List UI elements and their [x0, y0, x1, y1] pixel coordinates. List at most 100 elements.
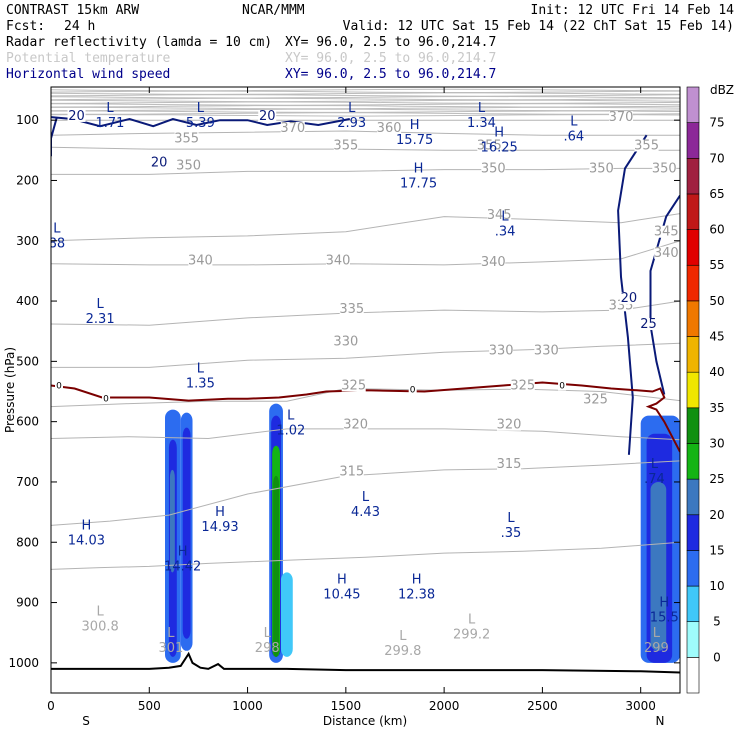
theta-label: 355 [634, 139, 659, 154]
field-wind-xy: XY= 96.0, 2.5 to 96.0,214.7 [285, 67, 496, 82]
x-tick-label: 500 [138, 699, 161, 713]
colorbar-swatch [686, 336, 700, 373]
wind-extremum-type: L [197, 362, 205, 377]
wind-extremum-value: .64 [564, 129, 585, 144]
freezing-level [51, 381, 680, 453]
theta-upper-line [51, 92, 680, 95]
wind-label: 20 [621, 291, 638, 306]
wind-extremum-type: L [501, 210, 509, 225]
x-tick-label: 0 [47, 699, 55, 713]
theta-extremum-type: L [264, 626, 272, 641]
wind-extremum-value: 10.45 [323, 588, 360, 603]
y-tick-label: 400 [16, 294, 39, 308]
theta-upper-line [51, 94, 680, 97]
theta-label: 350 [481, 161, 506, 176]
colorbar-units: dBZ [710, 83, 734, 97]
wind-extremum-type: L [287, 409, 295, 424]
colorbar-swatch [686, 371, 700, 409]
wind-extremum-value: 16.25 [481, 140, 518, 155]
plot-frame [50, 86, 681, 694]
theta-label: 325 [583, 392, 608, 407]
reflectivity-layer [165, 403, 680, 663]
theta-label: 370 [280, 121, 305, 136]
theta-contour-310 [51, 541, 680, 570]
theta-label-bg [481, 255, 506, 268]
theta-label-bg [341, 379, 366, 392]
theta-extremum-value: 301 [158, 641, 183, 656]
wind-extremum-type: H [410, 118, 420, 133]
wind-extremum-value: 2.93 [337, 116, 366, 131]
theta-extremum-value: 300.8 [82, 620, 119, 635]
x-tick-label: 2500 [527, 699, 558, 713]
theta-label-bg [174, 132, 199, 145]
theta-label: 370 [609, 110, 634, 125]
wind-extremum-value: 14.93 [201, 520, 238, 535]
wind-extremum-value: 5.39 [186, 116, 215, 131]
colorbar-label: 30 [709, 436, 724, 450]
freezing-label: 0 [103, 395, 109, 405]
wind-extremum-type: H [215, 505, 225, 520]
theta-label-bg [654, 225, 679, 238]
x-tick-label: 1500 [331, 699, 362, 713]
theta-extremum-value: 299.2 [453, 628, 490, 643]
freezing-level-line [51, 381, 680, 453]
wind-extremum-value: 1.34 [467, 116, 496, 131]
theta-contour-355 [51, 146, 680, 151]
theta-extremum-type: L [167, 626, 175, 641]
wind-extremum-value: 1.71 [95, 116, 124, 131]
theta-extremum-type: L [399, 629, 407, 644]
colorbar-label: 40 [709, 365, 724, 379]
theta-label-bg [176, 159, 201, 172]
wind-extremum-type: L [507, 511, 515, 526]
x-axis-end-south: S [82, 714, 90, 728]
field-theta-name: Potential temperature [6, 51, 171, 66]
theta-label-bg [188, 254, 213, 267]
wind-extremum-type: L [570, 114, 578, 129]
colorbar-label: 10 [709, 579, 724, 593]
wind-extremum-value: 4.43 [351, 505, 380, 520]
theta-label-bg [477, 139, 502, 152]
colorbar-swatch [686, 621, 700, 658]
wind-extremum-type: L [197, 101, 205, 116]
wind-extremum-value: 15.5 [650, 611, 679, 626]
theta-extremum-value: 299.8 [384, 644, 421, 659]
colorbar-swatch [686, 86, 700, 123]
theta-label: 330 [534, 344, 559, 359]
theta-contour-340 [51, 240, 680, 266]
theta-label: 320 [343, 418, 368, 433]
wind-extremum-type: L [97, 297, 105, 312]
theta-contour-335 [51, 300, 680, 326]
wind-extremum-type: L [478, 101, 486, 116]
theta-label: 355 [174, 131, 199, 146]
colorbar-label: 25 [709, 472, 724, 486]
colorbar-label: 20 [709, 508, 724, 522]
freezing-label-bg [558, 380, 567, 391]
colorbar-swatch [686, 478, 700, 516]
wind-label-bg [150, 156, 169, 169]
reflectivity-column [650, 481, 667, 651]
valid-time: Valid: 12 UTC Sat 15 Feb 14 (22 ChT Sat … [343, 19, 734, 34]
theta-label-bg [280, 122, 305, 135]
y-tick-label: 300 [16, 234, 39, 248]
theta-label: 360 [377, 121, 402, 136]
theta-label-bg [496, 418, 521, 431]
theta-label: 340 [326, 254, 351, 269]
wind-extremum-type: L [53, 222, 61, 237]
wind-extremum-type: L [348, 101, 356, 116]
wind-label-bg [67, 109, 86, 122]
theta-upper-line [51, 95, 680, 99]
y-tick-label: 1000 [8, 656, 39, 670]
y-tick-label: 700 [16, 475, 39, 489]
theta-label-bg [589, 162, 614, 175]
theta-label: 355 [477, 139, 502, 154]
y-tick-label: 100 [16, 113, 39, 127]
terrain-line [51, 651, 680, 674]
colorbar-swatch [686, 407, 700, 444]
y-axis-title: Pressure (hPa) [3, 347, 17, 433]
wind-label-bg [619, 292, 638, 305]
theta-label-bg [487, 208, 512, 221]
theta-label-bg [339, 302, 364, 315]
wind-contour-20 [51, 116, 350, 128]
wind-label-bg [258, 109, 277, 122]
theta-upper-line [51, 106, 680, 110]
